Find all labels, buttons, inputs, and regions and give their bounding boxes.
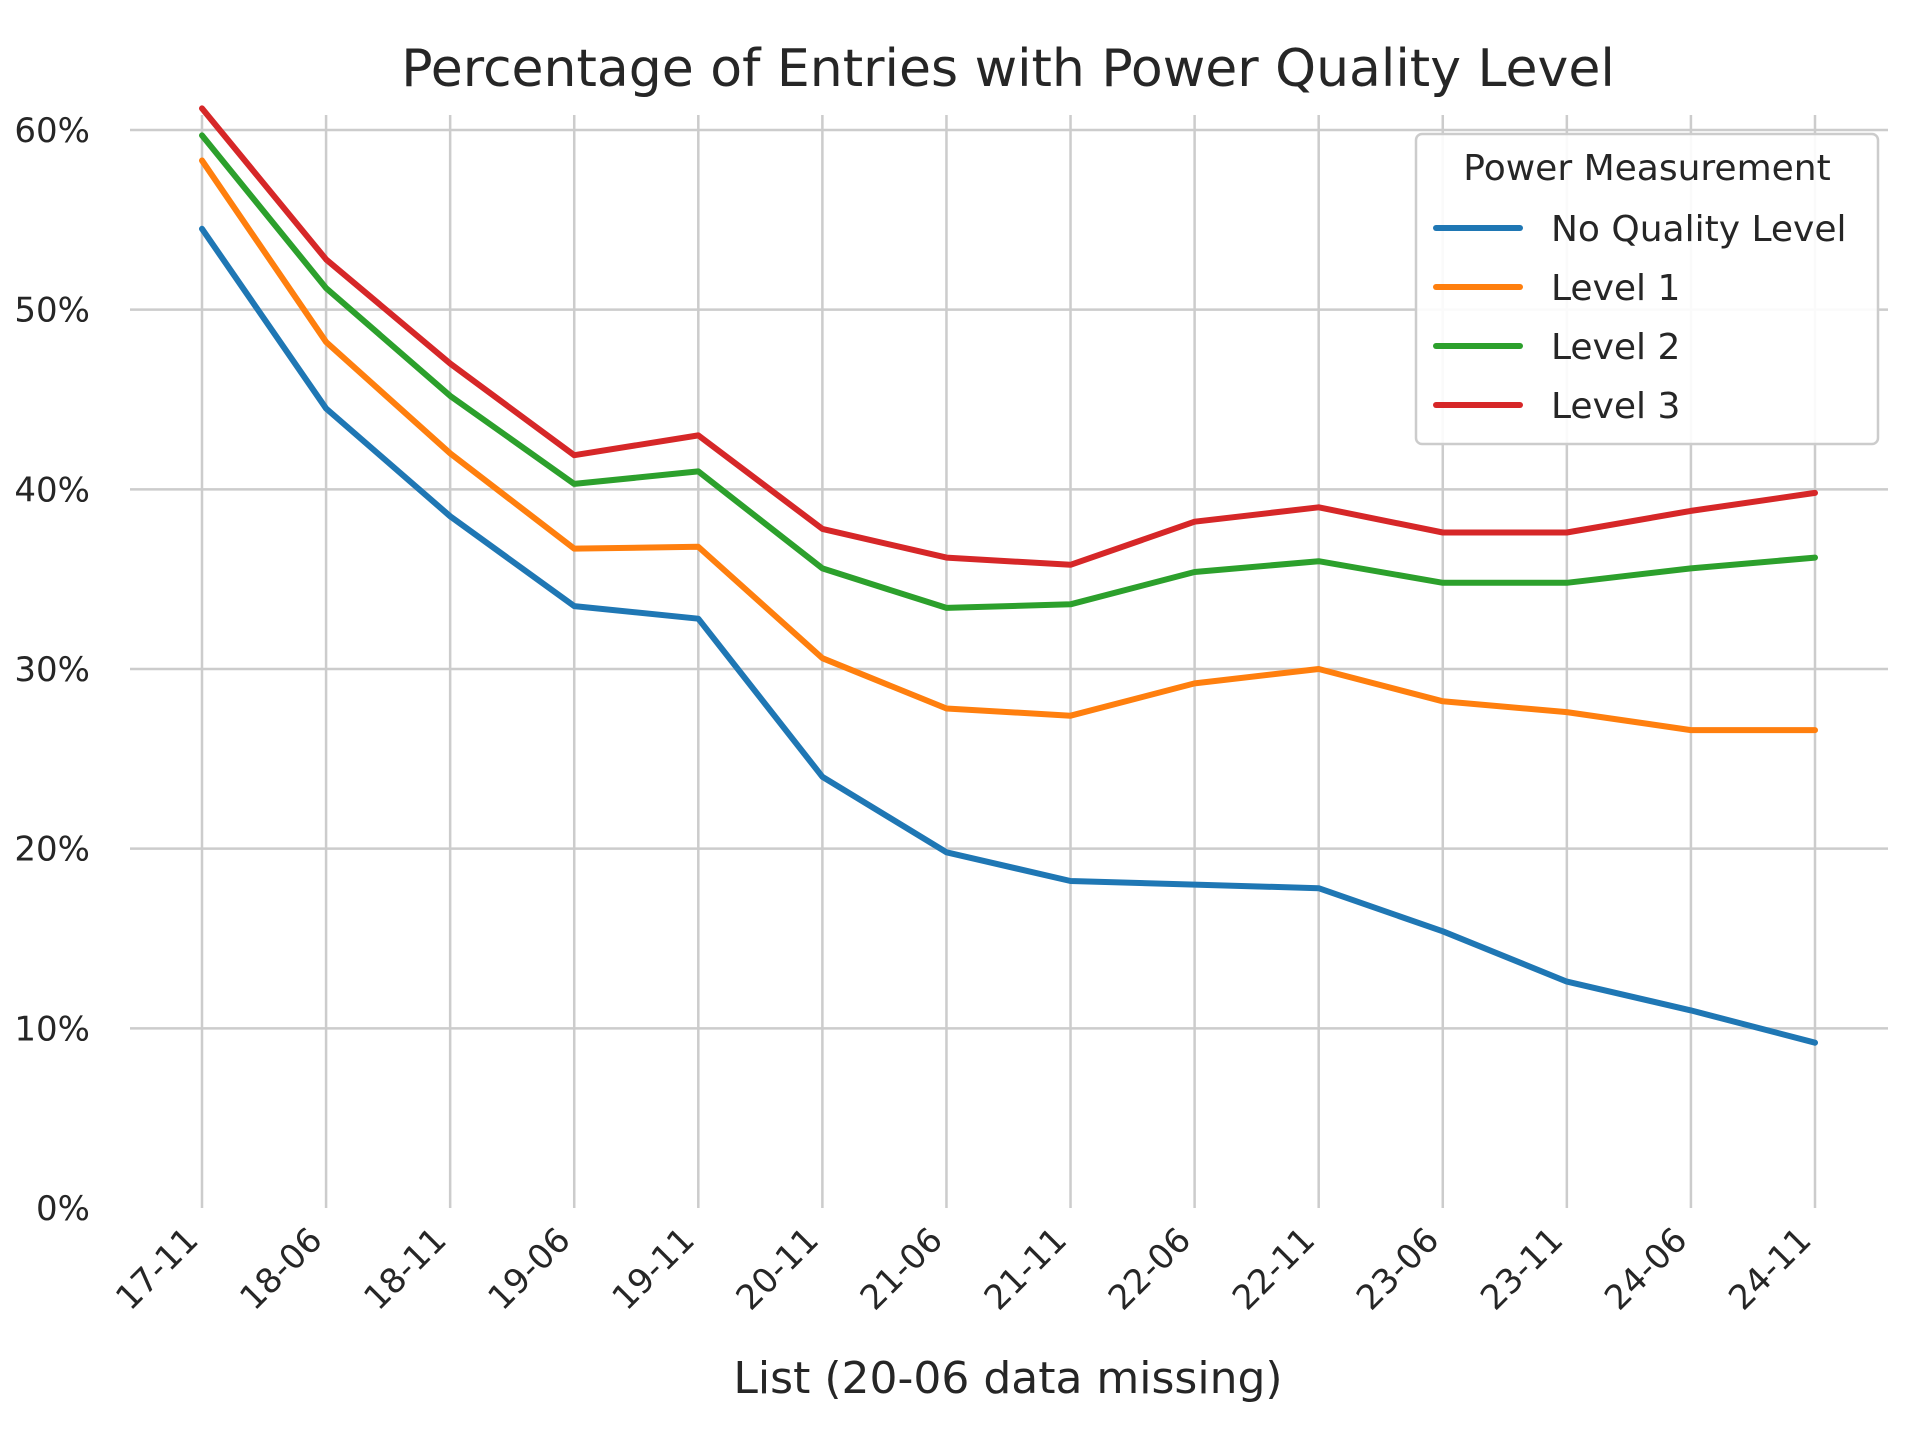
x-tick-label: 18-11	[356, 1220, 454, 1318]
x-axis-ticks: 17-11 18-06 18-11 19-06 19-11 20-11 21-06 21-11…	[108, 1220, 1819, 1318]
y-axis-ticks: 0% 10% 20% 30% 40% 50% 60%	[14, 111, 90, 1229]
x-tick-label: 24-06	[1597, 1220, 1695, 1318]
legend-title: Power Measurement	[1463, 148, 1830, 189]
y-tick-label: 0%	[36, 1189, 90, 1229]
legend-items: No Quality Level Level 1 Level 2 Level 3	[1433, 209, 1847, 427]
y-tick-label: 30%	[14, 650, 90, 690]
x-tick-label: 17-11	[108, 1220, 206, 1318]
x-tick-label: 22-11	[1225, 1220, 1323, 1318]
series-lines	[199, 105, 1818, 1046]
y-tick-label: 40%	[14, 470, 90, 510]
legend-label-level-1: Level 1	[1551, 268, 1680, 309]
series-line-level-1	[199, 157, 1818, 734]
y-tick-label: 20%	[14, 830, 90, 870]
legend: Power Measurement No Quality Level Level …	[1414, 132, 1880, 446]
x-tick-label: 19-06	[480, 1220, 578, 1318]
y-tick-label: 10%	[14, 1009, 90, 1049]
x-tick-label: 20-11	[729, 1220, 827, 1318]
x-tick-label: 23-11	[1473, 1220, 1571, 1318]
legend-label-level-3: Level 3	[1551, 386, 1680, 427]
legend-frame	[1414, 132, 1880, 446]
x-tick-label: 23-06	[1349, 1220, 1447, 1318]
x-tick-label: 21-06	[853, 1220, 951, 1318]
x-tick-label: 24-11	[1721, 1220, 1819, 1318]
legend-label-level-2: Level 2	[1551, 327, 1680, 368]
x-tick-label: 21-11	[977, 1220, 1075, 1318]
series-line-level-3	[199, 105, 1818, 568]
x-tick-label: 18-06	[232, 1220, 330, 1318]
legend-label-no-quality-level: No Quality Level	[1551, 209, 1847, 250]
series-line-no-quality-level	[199, 225, 1818, 1046]
y-tick-label: 50%	[14, 291, 90, 331]
x-tick-label: 19-11	[605, 1220, 703, 1318]
series-line-level-2	[199, 132, 1818, 611]
x-tick-label: 22-06	[1101, 1220, 1199, 1318]
chart-title: Percentage of Entries with Power Quality…	[401, 39, 1615, 99]
grid	[130, 115, 1888, 1208]
y-tick-label: 60%	[14, 111, 90, 151]
x-axis-label: List (20-06 data missing)	[733, 1353, 1282, 1404]
